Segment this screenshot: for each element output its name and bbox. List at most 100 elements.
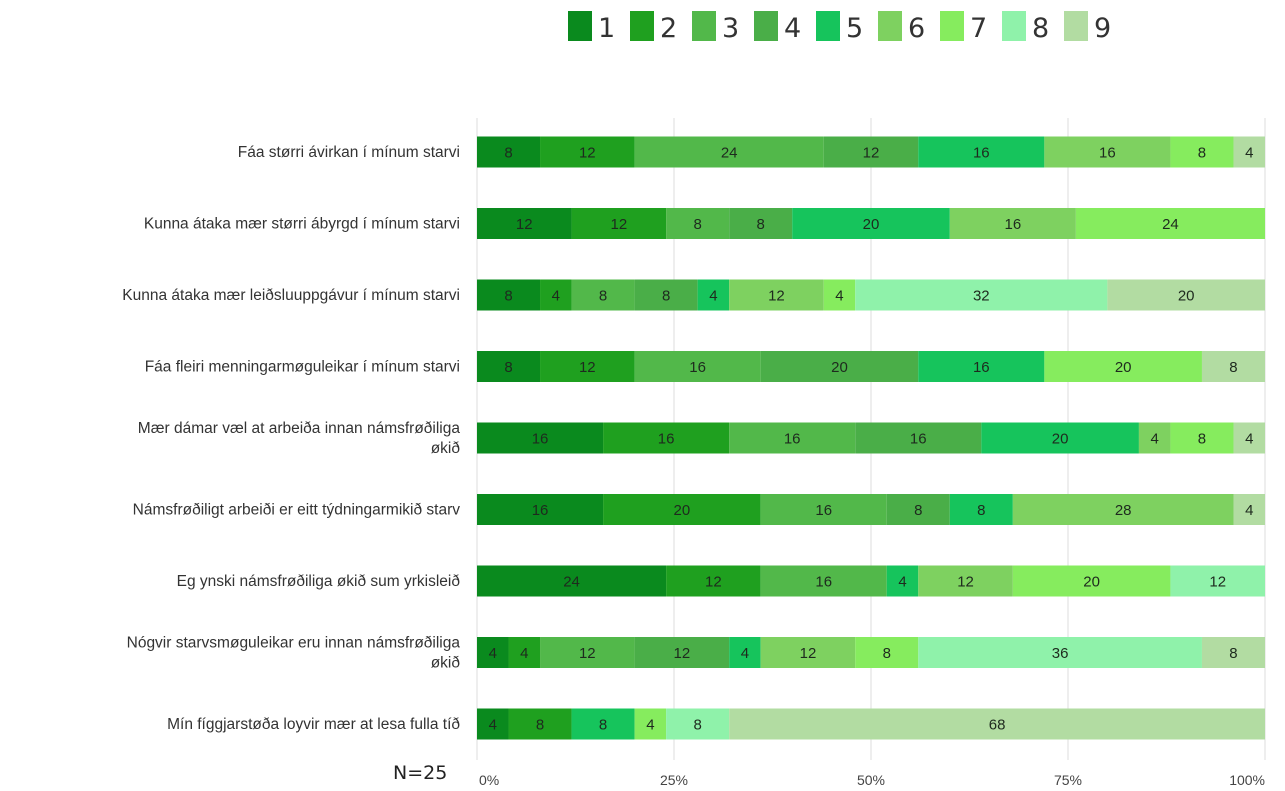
- bar-segment-row4-series3: [729, 422, 856, 454]
- x-tick-label-2: 50%: [857, 772, 885, 788]
- bar-segment-row1-series6: [949, 208, 1076, 239]
- data-label-row7-series7: 8: [883, 645, 891, 662]
- data-label-row4-series3: 16: [784, 431, 801, 448]
- bar-segment-row7-series3: [540, 637, 635, 668]
- data-label-row1-series5: 20: [863, 216, 880, 233]
- bar-segment-row6-series2: [666, 565, 761, 597]
- legend-label-4: 4: [784, 13, 801, 44]
- data-label-row3-series7: 20: [1115, 359, 1132, 376]
- legend-swatch-3: [692, 11, 716, 41]
- bar-segment-row0-series5: [918, 136, 1045, 168]
- bar-segment-row3-series3: [634, 351, 761, 382]
- x-tick-label-4: 100%: [1229, 772, 1265, 788]
- data-label-row7-series6: 12: [800, 645, 817, 662]
- bar-segment-row2-series5: [697, 279, 730, 311]
- data-label-row4-series9: 4: [1245, 431, 1253, 448]
- data-label-row6-series8: 12: [1209, 574, 1226, 591]
- bar-segment-row4-series5: [981, 422, 1139, 454]
- data-label-row1-series7: 24: [1162, 216, 1179, 233]
- bar-segment-row7-series7: [855, 637, 919, 668]
- legend-label-9: 9: [1094, 13, 1111, 44]
- bar-segment-row3-series4: [760, 351, 919, 382]
- data-label-row7-series9: 8: [1229, 645, 1237, 662]
- bar-segment-row1-series3: [666, 208, 730, 239]
- data-label-row2-series9: 20: [1178, 288, 1195, 305]
- data-label-row0-series5: 16: [973, 145, 990, 162]
- category-label-8: Mín fíggjarstøða loyvir mær at lesa full…: [167, 716, 460, 733]
- data-label-row1-series1: 12: [516, 216, 533, 233]
- data-label-row2-series8: 32: [973, 288, 990, 305]
- data-label-row2-series7: 4: [835, 288, 843, 305]
- bar-segment-row4-series1: [477, 422, 604, 454]
- bar-segment-row2-series1: [477, 279, 541, 311]
- x-tick-label-1: 25%: [660, 772, 688, 788]
- bar-segment-row4-series6: [1138, 422, 1171, 454]
- data-label-row0-series4: 12: [863, 145, 880, 162]
- legend-label-7: 7: [970, 13, 987, 44]
- bar-segment-row3-series2: [540, 351, 635, 382]
- data-label-row8-series8: 8: [693, 717, 701, 734]
- bar-segment-row5-series6: [1012, 494, 1234, 525]
- data-label-row3-series1: 8: [504, 359, 512, 376]
- legend-swatch-9: [1064, 11, 1088, 41]
- data-label-row6-series7: 20: [1083, 574, 1100, 591]
- bar-segment-row2-series4: [634, 279, 698, 311]
- data-label-row1-series4: 8: [757, 216, 765, 233]
- bar-segment-row8-series2: [508, 708, 572, 740]
- bar-segment-row0-series4: [823, 136, 919, 168]
- bar-segment-row6-series7: [1012, 565, 1171, 597]
- data-label-row5-series6: 28: [1115, 502, 1132, 519]
- bar-segment-row7-series9: [1201, 637, 1265, 668]
- legend-label-2: 2: [660, 13, 677, 44]
- data-label-row3-series9: 8: [1229, 359, 1237, 376]
- data-label-row0-series7: 8: [1198, 145, 1206, 162]
- bar-segment-row4-series9: [1233, 422, 1265, 454]
- data-label-row0-series2: 12: [579, 145, 596, 162]
- data-label-row5-series3: 16: [815, 502, 832, 519]
- x-tick-label-3: 75%: [1054, 772, 1082, 788]
- data-label-row6-series3: 16: [815, 574, 832, 591]
- bar-segment-row2-series9: [1107, 279, 1265, 311]
- bar-segment-row3-series9: [1201, 351, 1265, 382]
- bar-segment-row5-series1: [477, 494, 604, 525]
- bar-segment-row8-series9: [729, 708, 1265, 740]
- bar-segment-row4-series4: [855, 422, 982, 454]
- legend-swatch-4: [754, 11, 778, 41]
- data-label-row4-series1: 16: [532, 431, 549, 448]
- legend-label-3: 3: [722, 13, 739, 44]
- legend-swatch-6: [878, 11, 902, 41]
- bar-segment-row1-series4: [729, 208, 793, 239]
- bar-segment-row8-series7: [634, 708, 667, 740]
- bar-segment-row7-series8: [918, 637, 1202, 668]
- legend-swatch-1: [568, 11, 592, 41]
- data-label-row4-series6: 4: [1151, 431, 1159, 448]
- data-label-row8-series9: 68: [989, 717, 1006, 734]
- bar-segment-row1-series1: [477, 208, 572, 239]
- legend-label-5: 5: [846, 13, 863, 44]
- data-label-row0-series9: 4: [1245, 145, 1253, 162]
- data-label-row4-series5: 20: [1052, 431, 1069, 448]
- bar-segment-row5-series4: [886, 494, 950, 525]
- bar-segment-row3-series7: [1044, 351, 1202, 382]
- bar-segment-row3-series1: [477, 351, 541, 382]
- data-label-row5-series4: 8: [914, 502, 922, 519]
- data-label-row4-series2: 16: [658, 431, 675, 448]
- bar-segment-row8-series1: [477, 708, 509, 740]
- bar-segment-row2-series6: [729, 279, 824, 311]
- bar-segment-row2-series8: [855, 279, 1108, 311]
- data-label-row3-series3: 16: [689, 359, 706, 376]
- data-label-row1-series3: 8: [693, 216, 701, 233]
- bar-segment-row2-series3: [571, 279, 635, 311]
- bar-segment-row8-series5: [571, 708, 635, 740]
- category-label-0: Fáa størri ávirkan í mínum starvi: [238, 144, 460, 161]
- data-label-row8-series7: 4: [646, 717, 654, 734]
- data-label-row2-series4: 8: [662, 288, 670, 305]
- data-label-row2-series6: 12: [768, 288, 785, 305]
- data-label-row2-series5: 4: [709, 288, 717, 305]
- data-label-row8-series5: 8: [599, 717, 607, 734]
- data-label-row7-series3: 12: [579, 645, 596, 662]
- data-label-row5-series9: 4: [1245, 502, 1253, 519]
- data-label-row7-series8: 36: [1052, 645, 1069, 662]
- bar-segment-row0-series3: [634, 136, 824, 168]
